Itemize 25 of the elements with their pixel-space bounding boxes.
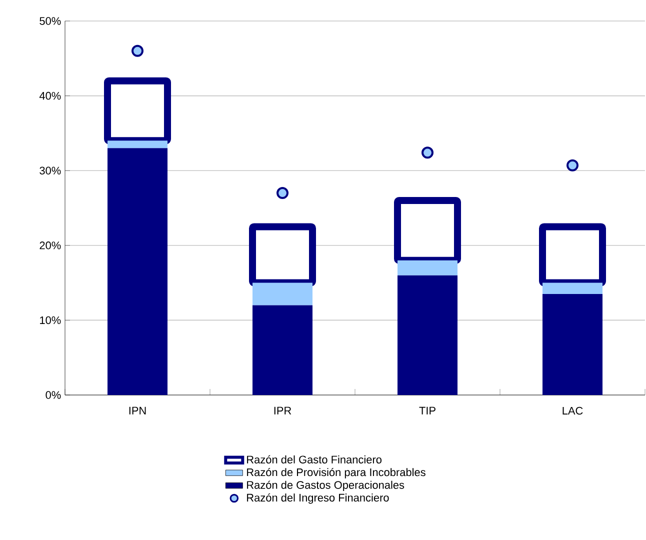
y-tick-label: 50%	[40, 17, 61, 25]
y-tick-label: 30%	[40, 166, 61, 174]
bar	[542, 294, 603, 395]
bar	[108, 140, 168, 148]
x-tick-label: IPR	[274, 406, 292, 414]
point	[566, 159, 579, 172]
legend-label: Razón de Gastos Operacionales	[247, 480, 404, 492]
point	[422, 146, 434, 159]
y-tick-label: 10%	[40, 316, 61, 324]
bar	[108, 148, 168, 395]
y-tick-label: 0%	[46, 391, 61, 399]
point	[132, 44, 144, 57]
x-tick-label: IPN	[129, 406, 146, 414]
legend-label: Razón del Ingreso Financiero	[247, 493, 389, 504]
y-tick-label: 20%	[40, 242, 61, 250]
legend-label: Razón de Provisión para Incobrables	[247, 468, 426, 478]
point	[276, 187, 289, 200]
bar	[542, 282, 603, 294]
x-tick-label: TIP	[419, 406, 436, 414]
x-tick-label: LAC	[562, 406, 583, 415]
bar	[398, 275, 458, 395]
bar	[252, 305, 312, 395]
y-tick-label: 40%	[39, 92, 61, 100]
bar	[398, 260, 458, 276]
legend-label: Razón del Gasto Financiero	[247, 455, 382, 464]
